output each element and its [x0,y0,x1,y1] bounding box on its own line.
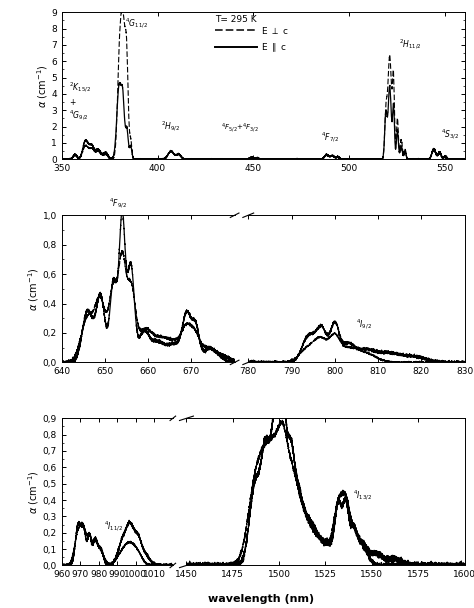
Text: $^2H_{9/2}$: $^2H_{9/2}$ [161,120,181,134]
Text: $^4F_{5/2}$+$^4F_{3/2}$: $^4F_{5/2}$+$^4F_{3/2}$ [221,121,259,134]
Text: T= 295 K: T= 295 K [215,15,257,24]
Text: $^4I_{13/2}$: $^4I_{13/2}$ [353,489,373,503]
Text: $^4F_{7/2}$: $^4F_{7/2}$ [320,131,338,145]
Text: E $\perp$ c: E $\perp$ c [261,25,289,36]
Text: $^2H_{11/2}$: $^2H_{11/2}$ [399,38,422,52]
Y-axis label: $\alpha$ (cm$^{-1}$): $\alpha$ (cm$^{-1}$) [27,267,41,311]
Y-axis label: $\alpha$ (cm$^{-1}$): $\alpha$ (cm$^{-1}$) [27,470,41,514]
Text: E $\parallel$ c: E $\parallel$ c [261,41,287,54]
Text: $^2K_{15/2}$
$+$
$^4G_{9/2}$: $^2K_{15/2}$ $+$ $^4G_{9/2}$ [69,81,91,123]
Text: $^4I_{9/2}$: $^4I_{9/2}$ [356,318,372,333]
Text: $^4F_{9/2}$: $^4F_{9/2}$ [109,196,127,211]
Y-axis label: $\alpha$ (cm$^{-1}$): $\alpha$ (cm$^{-1}$) [35,64,50,108]
Text: wavelength (nm): wavelength (nm) [208,594,314,604]
Text: $^4G_{11/2}$: $^4G_{11/2}$ [125,17,148,31]
Text: $^4S_{3/2}$: $^4S_{3/2}$ [441,128,460,142]
Text: $^4I_{11/2}$: $^4I_{11/2}$ [104,520,124,534]
